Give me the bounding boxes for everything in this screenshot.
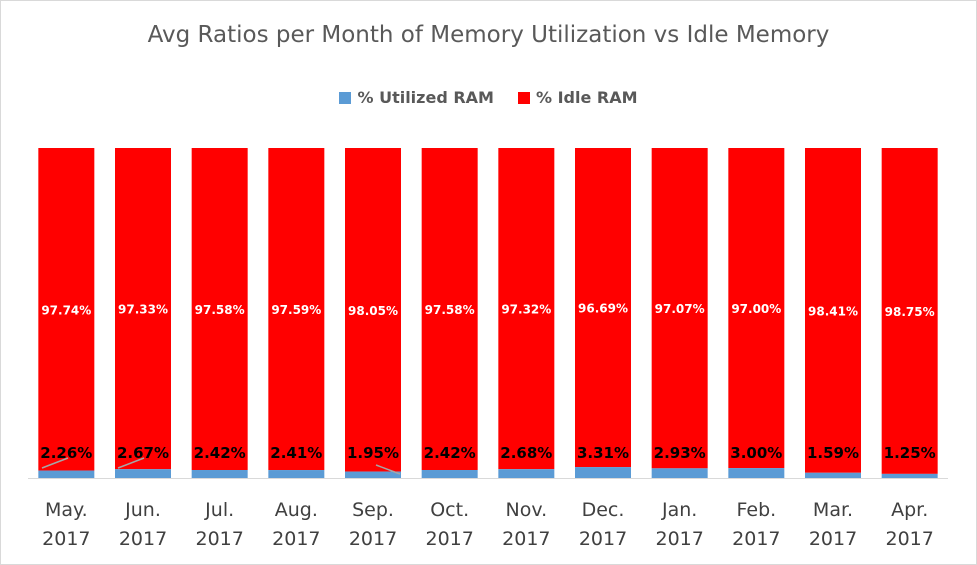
data-label-utilized: 2.68%	[500, 444, 552, 462]
data-label-utilized: 1.95%	[347, 444, 399, 462]
x-tick-label-month: Jun.	[124, 499, 161, 521]
data-label-utilized: 1.59%	[807, 444, 859, 462]
bar-idle	[498, 148, 555, 470]
x-tick-label-month: Jul.	[204, 499, 234, 521]
bar-idle	[115, 148, 171, 470]
x-tick-label-year: 2017	[885, 528, 933, 550]
data-label-idle: 97.58%	[195, 303, 245, 317]
legend: % Utilized RAM % Idle RAM	[0, 88, 977, 107]
bar-idle	[38, 148, 95, 471]
x-tick-label-month: May.	[45, 499, 88, 521]
x-tick-label-year: 2017	[655, 528, 703, 550]
bar-idle	[881, 148, 938, 474]
legend-item-utilized: % Utilized RAM	[339, 88, 494, 107]
x-tick-label-month: Aug.	[275, 499, 318, 521]
x-tick-label-year: 2017	[732, 528, 780, 550]
x-tick-label-month: Mar.	[813, 499, 853, 521]
chart-title: Avg Ratios per Month of Memory Utilizati…	[147, 22, 830, 48]
bar-utilized	[421, 470, 478, 478]
legend-swatch-idle	[517, 91, 530, 104]
data-label-idle: 97.58%	[425, 303, 475, 317]
leader-line	[375, 464, 401, 475]
leader-line	[117, 457, 145, 469]
x-tick-label-year: 2017	[272, 528, 320, 550]
x-tick-label-month: Sep.	[352, 499, 394, 521]
data-label-idle: 97.32%	[501, 303, 551, 317]
bar-idle	[345, 148, 401, 472]
data-label-idle: 97.07%	[655, 302, 705, 316]
x-tick-label-year: 2017	[42, 528, 90, 550]
bar-utilized	[498, 469, 555, 478]
x-tick-label-year: 2017	[119, 528, 167, 550]
legend-swatch-utilized	[339, 91, 352, 104]
data-label-utilized: 3.00%	[730, 444, 782, 462]
bar-idle	[268, 148, 325, 471]
bar-utilized	[651, 468, 708, 478]
bar-idle	[421, 148, 478, 471]
legend-label-utilized: % Utilized RAM	[357, 88, 494, 107]
legend-item-idle: % Idle RAM	[517, 88, 638, 107]
x-tick-label-month: Feb.	[736, 499, 776, 521]
x-tick-label-year: 2017	[579, 528, 627, 550]
data-label-utilized: 2.67%	[117, 444, 169, 462]
data-label-utilized: 1.25%	[884, 444, 936, 462]
data-label-utilized: 2.93%	[654, 444, 706, 462]
data-label-idle: 98.41%	[808, 304, 858, 318]
x-tick-label-year: 2017	[195, 528, 243, 550]
bar-utilized	[115, 469, 171, 478]
x-tick-label-month: Oct.	[430, 499, 469, 521]
bar-idle	[805, 148, 861, 473]
bar-idle	[728, 148, 785, 469]
bar-utilized	[805, 472, 861, 478]
data-label-utilized: 2.26%	[40, 444, 92, 462]
data-label-idle: 96.69%	[578, 302, 628, 316]
data-label-idle: 98.75%	[885, 305, 935, 319]
data-label-idle: 97.00%	[731, 302, 781, 316]
x-tick-label-year: 2017	[502, 528, 550, 550]
bar-utilized	[191, 470, 248, 478]
x-tick-label-year: 2017	[349, 528, 397, 550]
bar-utilized	[345, 471, 401, 478]
x-tick-label-year: 2017	[425, 528, 473, 550]
x-tick-label-month: Jan.	[661, 499, 697, 521]
legend-label-idle: % Idle RAM	[535, 88, 638, 107]
leader-line	[41, 457, 69, 469]
bar-utilized	[728, 468, 785, 478]
bar-idle	[191, 148, 248, 471]
data-label-idle: 97.74%	[41, 303, 91, 317]
bar-utilized	[881, 473, 938, 478]
data-label-idle: 98.05%	[348, 304, 398, 318]
data-label-idle: 97.59%	[271, 303, 321, 317]
x-tick-label-month: Apr.	[891, 499, 928, 521]
data-label-idle: 97.33%	[118, 303, 168, 317]
x-tick-label-month: Nov.	[506, 499, 548, 521]
data-label-utilized: 2.41%	[270, 444, 322, 462]
bar-idle	[575, 148, 631, 468]
x-tick-label-year: 2017	[809, 528, 857, 550]
bar-utilized	[38, 470, 95, 478]
bar-utilized	[268, 470, 325, 478]
bar-idle	[651, 148, 708, 469]
bar-utilized	[575, 467, 631, 478]
data-label-utilized: 3.31%	[577, 444, 629, 462]
x-tick-label-month: Dec.	[582, 499, 625, 521]
data-label-utilized: 2.42%	[194, 444, 246, 462]
data-label-utilized: 2.42%	[424, 444, 476, 462]
